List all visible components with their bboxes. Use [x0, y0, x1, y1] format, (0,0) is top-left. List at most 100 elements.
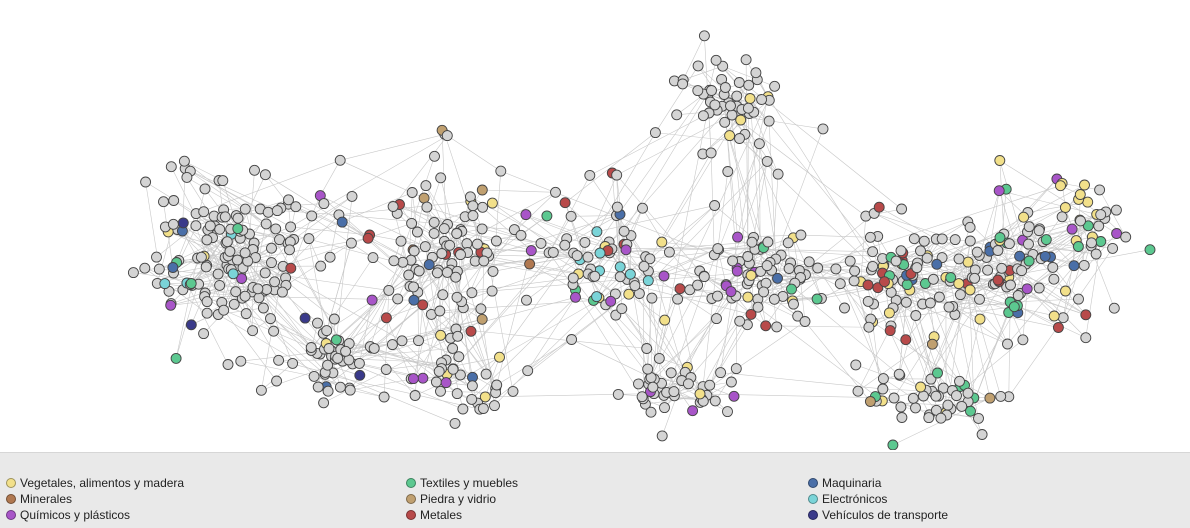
- network-node: [219, 305, 229, 315]
- network-edge: [624, 90, 710, 231]
- network-node: [409, 282, 419, 292]
- network-node: [970, 273, 980, 283]
- legend-item-minerales: Minerales: [6, 491, 184, 507]
- network-node: [1024, 222, 1034, 232]
- network-node: [414, 336, 424, 346]
- network-node: [1091, 249, 1101, 259]
- network-node: [619, 226, 629, 236]
- network-node: [568, 273, 578, 283]
- network-node: [743, 292, 753, 302]
- network-node: [412, 227, 422, 237]
- network-node: [996, 391, 1006, 401]
- network-node: [1034, 283, 1044, 293]
- network-node: [720, 117, 730, 127]
- network-node: [490, 401, 500, 411]
- network-node: [729, 391, 739, 401]
- network-node: [368, 253, 378, 263]
- legend-item-quimicos: Químicos y plásticos: [6, 507, 184, 523]
- network-node: [335, 155, 345, 165]
- network-node: [1041, 235, 1051, 245]
- network-node: [763, 237, 773, 247]
- network-node: [911, 403, 921, 413]
- network-node: [664, 247, 674, 257]
- legend-swatch: [808, 510, 818, 520]
- legend-item-electronicos: Electrónicos: [808, 491, 948, 507]
- network-node: [422, 202, 432, 212]
- network-node: [419, 193, 429, 203]
- network-node: [868, 261, 878, 271]
- network-node: [258, 303, 268, 313]
- network-node: [952, 391, 962, 401]
- network-node: [693, 61, 703, 71]
- network-node: [414, 266, 424, 276]
- network-node: [478, 404, 488, 414]
- network-node: [723, 407, 733, 417]
- network-node: [233, 213, 243, 223]
- network-node: [994, 186, 1004, 196]
- network-node: [229, 299, 239, 309]
- network-node: [160, 279, 170, 289]
- network-node: [481, 369, 491, 379]
- legend-swatch: [6, 494, 16, 504]
- network-node: [1049, 274, 1059, 284]
- network-node: [731, 364, 741, 374]
- network-node: [950, 235, 960, 245]
- network-node: [897, 413, 907, 423]
- network-node: [266, 314, 276, 324]
- network-node: [488, 266, 498, 276]
- network-node: [736, 115, 746, 125]
- network-node: [851, 360, 861, 370]
- network-edge: [320, 160, 340, 195]
- network-node: [699, 31, 709, 41]
- network-node: [965, 236, 975, 246]
- network-node: [267, 258, 277, 268]
- network-node: [367, 295, 377, 305]
- network-node: [199, 207, 209, 217]
- network-node: [452, 292, 462, 302]
- network-node: [615, 272, 625, 282]
- network-node: [420, 242, 430, 252]
- network-node: [728, 256, 738, 266]
- network-node: [429, 217, 439, 227]
- network-node: [479, 256, 489, 266]
- network-node: [726, 101, 736, 111]
- network-node: [965, 222, 975, 232]
- network-node: [548, 247, 558, 257]
- network-node: [397, 336, 407, 346]
- network-edge: [588, 94, 703, 257]
- network-node: [972, 247, 982, 257]
- network-node: [508, 386, 518, 396]
- network-node: [863, 280, 873, 290]
- network-node: [773, 169, 783, 179]
- network-node: [1095, 185, 1105, 195]
- network-node: [995, 156, 1005, 166]
- network-node: [431, 377, 441, 387]
- network-node: [732, 266, 742, 276]
- network-node: [850, 266, 860, 276]
- network-node: [263, 207, 273, 217]
- network-node: [1108, 243, 1118, 253]
- network-node: [916, 246, 926, 256]
- network-node: [277, 287, 287, 297]
- network-node: [933, 368, 943, 378]
- network-node: [467, 394, 477, 404]
- network-node: [1081, 310, 1091, 320]
- network-node: [487, 198, 497, 208]
- network-node: [639, 261, 649, 271]
- legend-column-1: Vegetales, alimentos y madera Minerales …: [6, 475, 184, 523]
- network-node: [452, 389, 462, 399]
- network-node: [864, 322, 874, 332]
- network-node: [845, 256, 855, 266]
- network-node: [335, 382, 345, 392]
- network-node: [911, 311, 921, 321]
- network-node: [878, 384, 888, 394]
- network-node: [231, 287, 241, 297]
- network-node: [1003, 339, 1013, 349]
- network-node: [957, 401, 967, 411]
- network-node: [975, 314, 985, 324]
- legend-item-vehiculos: Vehículos de transporte: [808, 507, 948, 523]
- network-node: [963, 388, 973, 398]
- network-node: [1018, 335, 1028, 345]
- network-node: [954, 279, 964, 289]
- network-node: [657, 237, 667, 247]
